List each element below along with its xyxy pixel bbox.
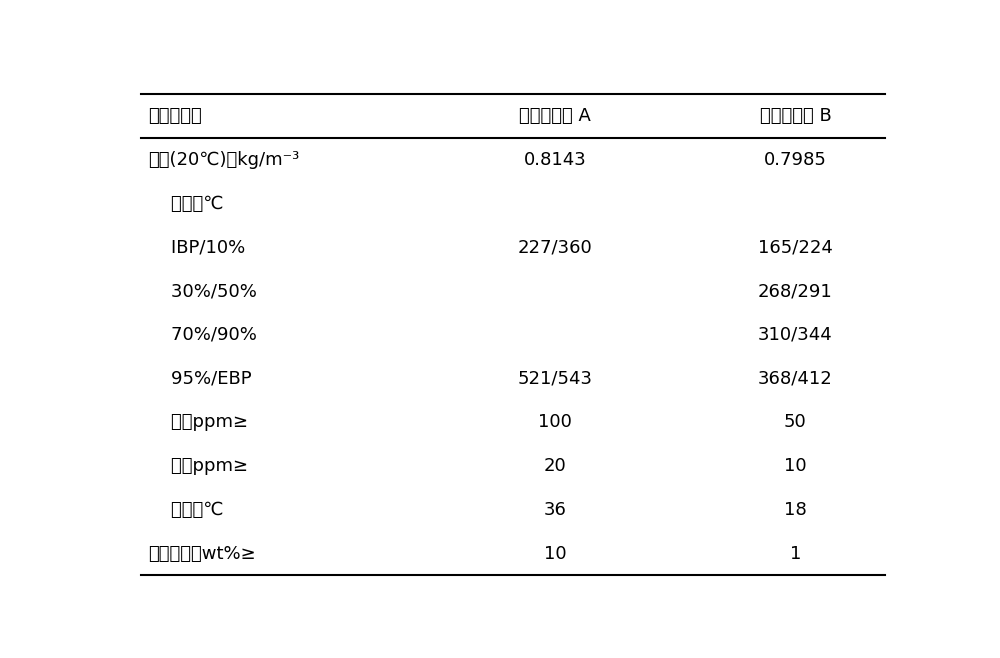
Text: 521/543: 521/543	[518, 370, 593, 388]
Text: 368/412: 368/412	[758, 370, 833, 388]
Text: 凝点，℃: 凝点，℃	[148, 501, 224, 519]
Text: 10: 10	[544, 545, 566, 563]
Text: 0.8143: 0.8143	[524, 151, 586, 169]
Text: 227/360: 227/360	[518, 238, 592, 257]
Text: 馏程，℃: 馏程，℃	[148, 195, 224, 213]
Text: 70%/90%: 70%/90%	[148, 326, 257, 344]
Text: 20: 20	[544, 457, 566, 475]
Text: 硫，ppm≥: 硫，ppm≥	[148, 413, 248, 432]
Text: 密度(20℃)，kg/m⁻³: 密度(20℃)，kg/m⁻³	[148, 151, 300, 169]
Text: 50: 50	[784, 413, 807, 432]
Text: 1: 1	[790, 545, 801, 563]
Text: 氮，ppm≥: 氮，ppm≥	[148, 457, 248, 475]
Text: 10: 10	[784, 457, 807, 475]
Text: 18: 18	[784, 501, 807, 519]
Text: 费托合成油 B: 费托合成油 B	[760, 107, 831, 125]
Text: 36: 36	[544, 501, 567, 519]
Text: 310/344: 310/344	[758, 326, 833, 344]
Text: 30%/50%: 30%/50%	[148, 282, 257, 300]
Text: 268/291: 268/291	[758, 282, 833, 300]
Text: 165/224: 165/224	[758, 238, 833, 257]
Text: IBP/10%: IBP/10%	[148, 238, 246, 257]
Text: 芳烃含量，wt%≥: 芳烃含量，wt%≥	[148, 545, 256, 563]
Text: 0.7985: 0.7985	[764, 151, 827, 169]
Text: 95%/EBP: 95%/EBP	[148, 370, 252, 388]
Text: 100: 100	[538, 413, 572, 432]
Text: 原料油名称: 原料油名称	[148, 107, 202, 125]
Text: 费托合成油 A: 费托合成油 A	[519, 107, 591, 125]
